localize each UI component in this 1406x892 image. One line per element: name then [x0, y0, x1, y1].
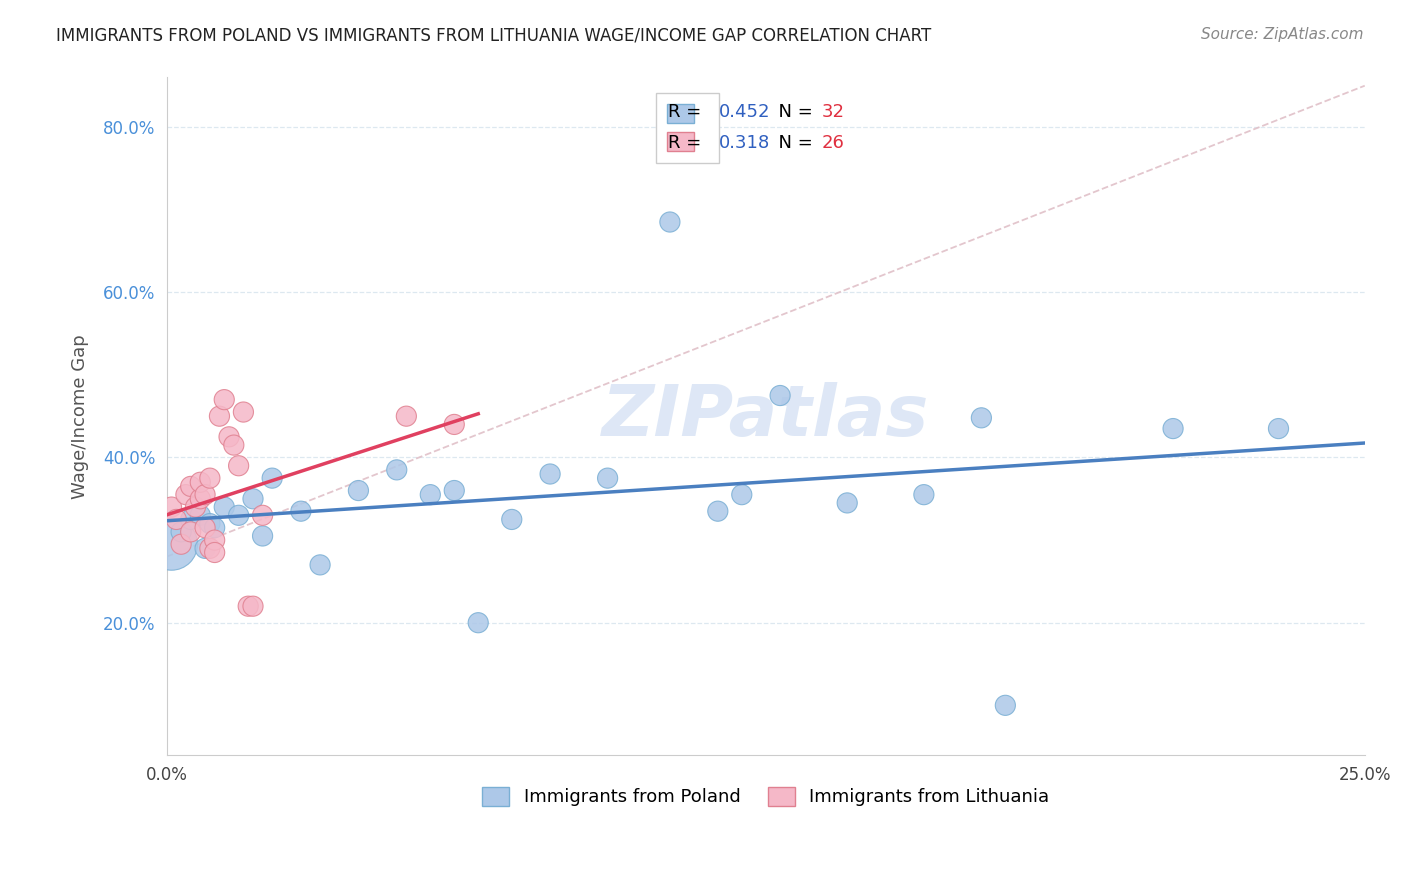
Text: 0.452: 0.452 — [718, 103, 770, 120]
Point — [204, 533, 226, 547]
Point — [198, 541, 221, 556]
Point — [242, 599, 264, 614]
Point — [443, 483, 465, 498]
Point — [385, 463, 408, 477]
Point — [252, 529, 274, 543]
Point — [252, 508, 274, 523]
Point — [160, 537, 183, 551]
Point — [501, 512, 523, 526]
Point — [194, 541, 217, 556]
Point — [769, 388, 792, 402]
Point — [731, 488, 754, 502]
Point — [208, 409, 231, 424]
Text: 26: 26 — [821, 134, 845, 152]
Point — [395, 409, 418, 424]
Point — [188, 508, 211, 523]
Point — [238, 599, 260, 614]
Point — [180, 479, 202, 493]
Point — [228, 458, 250, 473]
Point — [198, 471, 221, 485]
Point — [290, 504, 312, 518]
Point — [174, 488, 197, 502]
Point — [188, 491, 211, 506]
Point — [180, 512, 202, 526]
Point — [184, 500, 207, 514]
Point — [443, 417, 465, 432]
Point — [994, 698, 1017, 713]
Point — [596, 471, 619, 485]
Point — [1161, 421, 1184, 435]
Text: N =: N = — [766, 103, 818, 120]
Text: 0.318: 0.318 — [718, 134, 770, 152]
Legend: Immigrants from Poland, Immigrants from Lithuania: Immigrants from Poland, Immigrants from … — [475, 780, 1056, 814]
Point — [228, 508, 250, 523]
Point — [160, 500, 183, 514]
Point — [538, 467, 561, 481]
Point — [188, 475, 211, 490]
Point — [180, 524, 202, 539]
Y-axis label: Wage/Income Gap: Wage/Income Gap — [72, 334, 89, 499]
Text: Source: ZipAtlas.com: Source: ZipAtlas.com — [1201, 27, 1364, 42]
Point — [837, 496, 859, 510]
Text: ZIPatlas: ZIPatlas — [602, 382, 929, 450]
Point — [165, 512, 187, 526]
Point — [218, 430, 240, 444]
Point — [232, 405, 254, 419]
Text: 32: 32 — [821, 103, 845, 120]
Text: R =: R = — [668, 103, 707, 120]
Point — [170, 537, 193, 551]
Point — [212, 500, 235, 514]
Point — [194, 521, 217, 535]
Point — [912, 488, 935, 502]
Point — [347, 483, 370, 498]
Point — [212, 392, 235, 407]
Text: R =: R = — [668, 134, 707, 152]
Point — [204, 521, 226, 535]
Point — [419, 488, 441, 502]
Point — [262, 471, 284, 485]
Point — [970, 410, 993, 425]
Point — [467, 615, 489, 630]
Point — [242, 491, 264, 506]
Text: N =: N = — [766, 134, 818, 152]
Point — [170, 524, 193, 539]
Point — [194, 488, 217, 502]
Text: IMMIGRANTS FROM POLAND VS IMMIGRANTS FROM LITHUANIA WAGE/INCOME GAP CORRELATION : IMMIGRANTS FROM POLAND VS IMMIGRANTS FRO… — [56, 27, 932, 45]
Point — [204, 545, 226, 559]
Point — [707, 504, 730, 518]
Point — [222, 438, 245, 452]
Point — [1267, 421, 1289, 435]
Point — [198, 516, 221, 531]
Point — [658, 215, 681, 229]
Point — [309, 558, 332, 572]
